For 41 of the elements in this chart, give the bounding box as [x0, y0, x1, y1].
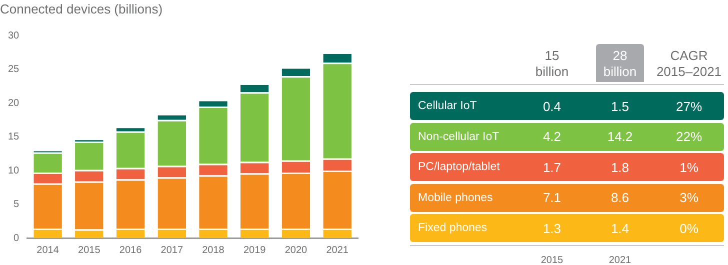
text: Cellular IoT — [417, 100, 478, 112]
text: 1% — [678, 160, 700, 174]
text: 28 billion — [596, 44, 644, 82]
text: 8.6 — [610, 190, 630, 205]
text: 1.4 — [610, 220, 630, 236]
y-tick-label: 5 — [14, 199, 20, 210]
text: 2015 — [540, 254, 564, 265]
chart-title: Connected devices (billions) — [0, 1, 163, 16]
x-tick-label: 2018 — [202, 244, 225, 256]
y-tick-label: 25 — [8, 64, 20, 76]
x-tick-label: 2020 — [284, 244, 308, 256]
text: PC/laptop/tablet — [417, 161, 501, 173]
text: 2021 — [608, 254, 632, 265]
x-tick-label: 2019 — [243, 244, 266, 256]
text: 4.2 — [542, 129, 562, 144]
text: 1.7 — [542, 160, 562, 174]
text: 0.4 — [542, 98, 562, 114]
text: Mobile phones — [417, 192, 494, 204]
x-tick-label: 2016 — [119, 244, 142, 256]
text: 7.1 — [542, 190, 562, 205]
text: 0% — [678, 220, 700, 236]
text: 27% — [674, 98, 704, 114]
text: 14.2 — [606, 129, 634, 144]
text: 1.3 — [542, 220, 562, 236]
y-tick-label: 0 — [14, 232, 20, 244]
x-tick-label: 2017 — [160, 244, 184, 256]
text: 22% — [674, 129, 704, 144]
y-tick-label: 10 — [8, 165, 20, 176]
x-tick-label: 2021 — [326, 244, 349, 256]
text: Non-cellular IoT — [417, 130, 500, 142]
text: 1.8 — [610, 160, 630, 174]
x-tick-label: 2014 — [36, 244, 60, 256]
y-tick-label: 30 — [8, 30, 20, 42]
text: 3% — [678, 190, 700, 205]
y-tick-label: 15 — [8, 132, 20, 143]
y-tick-label: 20 — [8, 98, 20, 109]
x-tick-label: 2015 — [78, 244, 101, 256]
text: Fixed phones — [417, 222, 488, 234]
text: CAGR 2015–2021 — [655, 47, 723, 81]
text: 15 billion — [534, 47, 570, 81]
text: 1.5 — [610, 98, 630, 114]
